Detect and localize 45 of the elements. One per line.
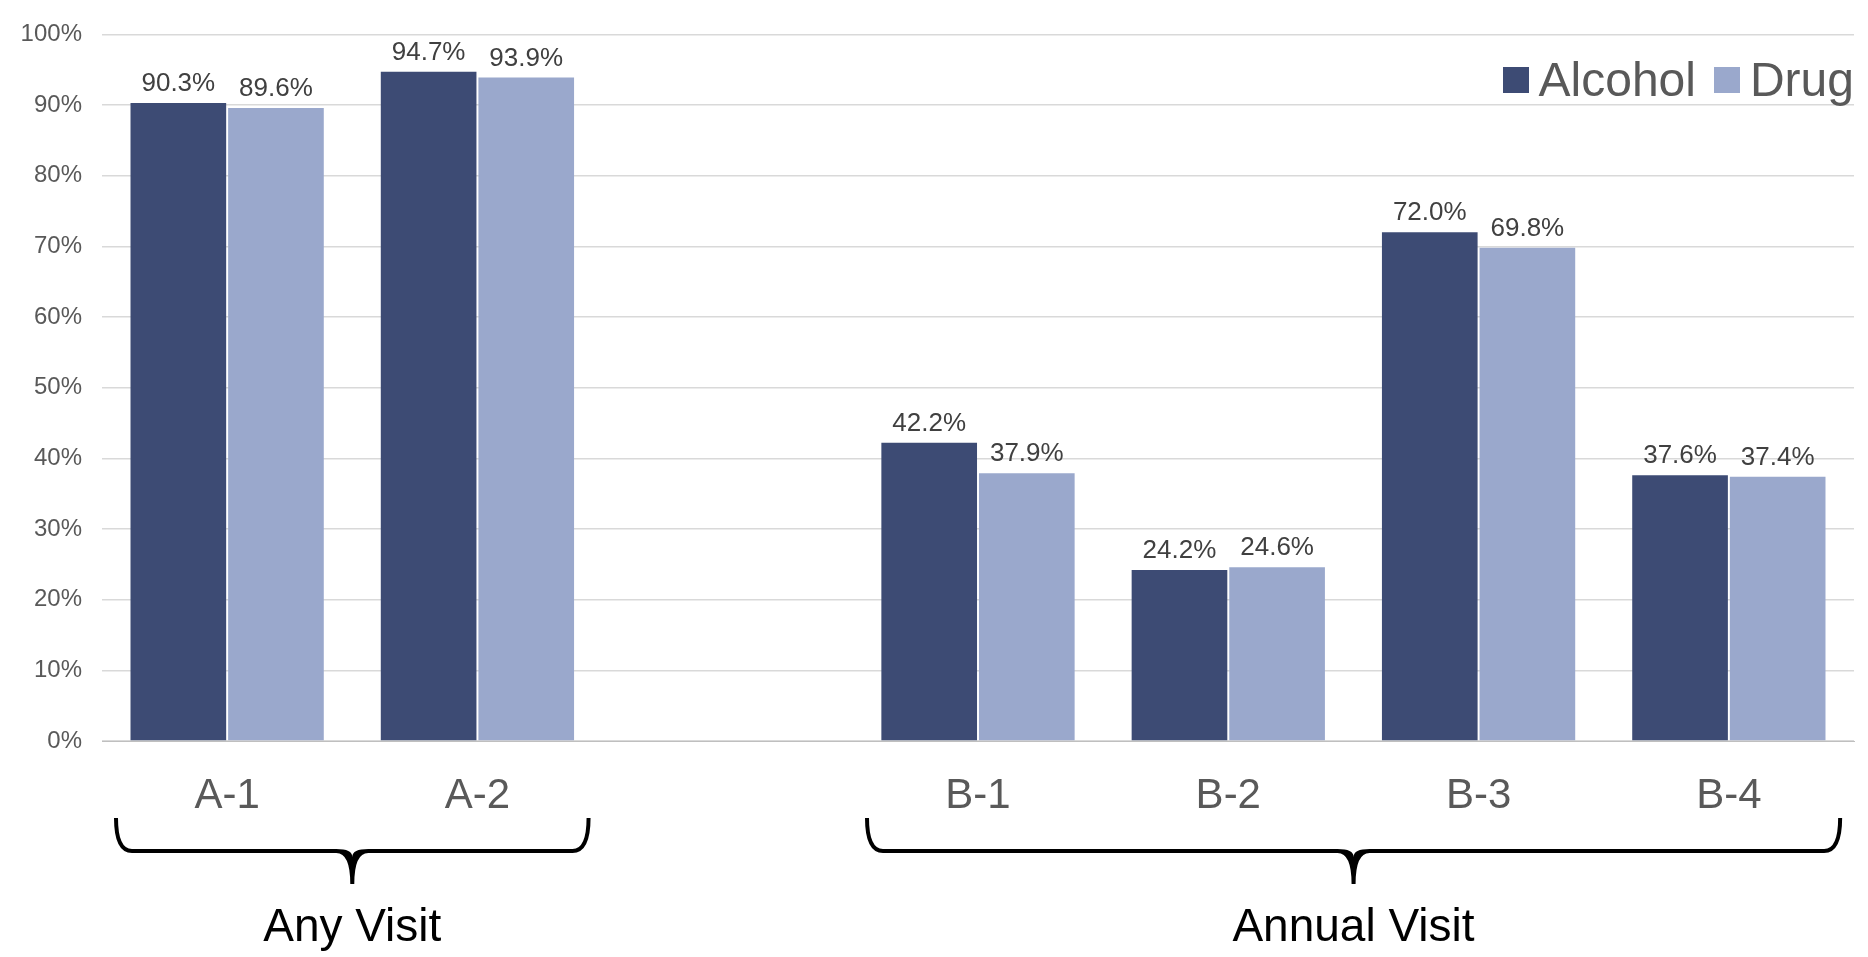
- x-tick-label: B-3: [1445, 769, 1512, 817]
- bar: [228, 107, 324, 741]
- bar: [478, 77, 575, 741]
- y-tick-label: 0%: [47, 725, 82, 753]
- bar: [1729, 476, 1826, 741]
- y-tick-label: 20%: [33, 584, 82, 612]
- y-tick-label: 40%: [33, 442, 82, 470]
- text: 69.8%: [1490, 211, 1565, 242]
- text: 72.0%: [1392, 196, 1467, 227]
- y-tick-label: 30%: [33, 513, 82, 541]
- bar: [130, 102, 227, 741]
- bar: [1632, 475, 1728, 741]
- text: 93.9%: [489, 41, 564, 72]
- bar: [380, 71, 477, 741]
- x-tick-label: B-2: [1195, 769, 1261, 817]
- legend-label: Drug: [1749, 52, 1854, 108]
- y-tick-label: 70%: [33, 231, 82, 259]
- text: 90.3%: [141, 67, 216, 98]
- bar: [978, 473, 1075, 741]
- y-tick-label: 100%: [20, 19, 82, 47]
- y-tick-label: 80%: [33, 160, 82, 188]
- text: 24.2%: [1142, 534, 1217, 565]
- text: Any Visit: [263, 898, 442, 952]
- x-tick-label: A-1: [194, 769, 260, 817]
- y-tick-label: 10%: [33, 654, 82, 682]
- y-tick-label: 60%: [33, 301, 82, 329]
- text: 42.2%: [892, 406, 967, 437]
- text: Annual Visit: [1232, 898, 1475, 952]
- bar: [1229, 567, 1325, 741]
- x-tick-label: B-4: [1696, 769, 1762, 817]
- text: 24.6%: [1240, 531, 1314, 562]
- y-tick-label: 50%: [33, 372, 82, 400]
- legend-label: Alcohol: [1538, 52, 1696, 108]
- x-tick-label: A-2: [444, 769, 511, 817]
- bar: [1131, 570, 1228, 741]
- text: 37.9%: [989, 437, 1064, 468]
- text: 37.6%: [1643, 439, 1717, 470]
- x-tick-label: B-1: [945, 769, 1011, 817]
- text: 37.4%: [1740, 440, 1815, 471]
- bar: [1479, 247, 1576, 741]
- bar: [881, 442, 978, 741]
- bar: [1381, 232, 1478, 741]
- text: 89.6%: [239, 72, 313, 103]
- y-tick-label: 90%: [33, 89, 82, 117]
- text: 94.7%: [391, 36, 466, 67]
